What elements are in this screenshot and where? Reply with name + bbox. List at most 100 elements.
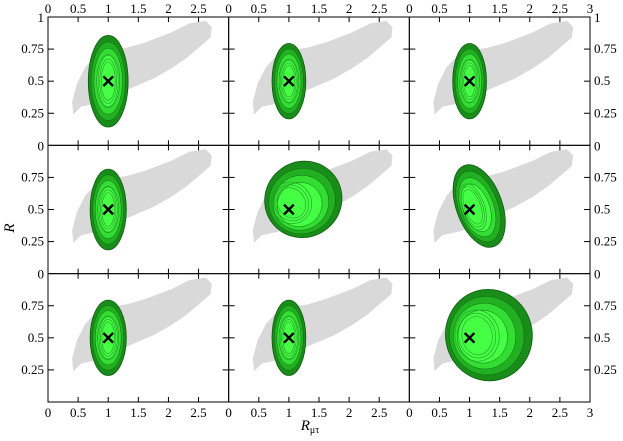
true-point-marker — [102, 203, 114, 216]
x-tick-label-bottom: 2.5 — [552, 405, 568, 420]
x-tick-label-bottom: 1 — [466, 405, 473, 420]
x-tick-label-top: 1.5 — [130, 1, 146, 16]
y-tick-label-right: 0.25 — [594, 234, 617, 249]
x-tick-label-top: 1 — [286, 1, 293, 16]
x-tick-label-bottom: 0.5 — [431, 405, 447, 420]
true-point-marker — [102, 75, 114, 87]
inner-contour-line-0 — [101, 321, 115, 354]
true-point-marker — [283, 203, 295, 216]
x-axis-label: Rμτ — [300, 418, 320, 436]
x-tick-label-bottom: 1.5 — [130, 405, 146, 420]
x-tick-label-bottom: 2 — [346, 405, 353, 420]
inner-contour-line-2 — [97, 55, 119, 108]
inner-contour-line-1 — [100, 318, 117, 357]
green-contour-3 — [277, 182, 323, 227]
y-tick-label-left-top: 1 — [38, 10, 45, 25]
x-tick-label-bottom: 1.5 — [311, 405, 327, 420]
inner-contour-line-0 — [101, 192, 115, 227]
inner-contour-line-2 — [98, 186, 118, 233]
y-tick-label-right: 0.75 — [594, 169, 617, 184]
y-tick-label-left: 0.75 — [21, 298, 44, 313]
true-point-marker — [102, 332, 114, 344]
y-tick-label-right: 0.25 — [594, 105, 617, 120]
inner-contour-line-2 — [279, 59, 298, 103]
x-tick-label-top: 0.5 — [431, 1, 447, 16]
true-point-marker — [283, 75, 295, 87]
inner-contour-line-1 — [273, 184, 310, 222]
y-tick-label-right: 0.75 — [594, 41, 617, 56]
inner-contour-line-2 — [279, 316, 298, 360]
y-tick-label-right: 0.5 — [594, 73, 610, 88]
y-tick-label-left: 0.25 — [21, 105, 44, 120]
x-tick-label-bottom: 0 — [45, 405, 52, 420]
x-tick-label-bottom: 0 — [225, 405, 232, 420]
inner-contour-line-0 — [282, 65, 296, 98]
true-point-marker — [463, 75, 476, 87]
x-tick-label-top: 1 — [466, 1, 473, 16]
panel-0-0 — [72, 20, 212, 128]
panel-0-1 — [252, 20, 393, 120]
panel-2-1 — [252, 277, 393, 376]
true-point-marker — [463, 203, 476, 216]
inner-contour-line-1 — [281, 318, 297, 357]
x-tick-label-bottom: 2.5 — [371, 405, 387, 420]
y-tick-label-left: 0.25 — [21, 362, 44, 377]
axis-layer: 0 0 0.5 0.5 1 1 1.5 1.5 2 2 2.5 2.5 0 0 0.5 0.5 1 1 1.5 1.5… — [21, 1, 617, 420]
x-tick-label-top: 0.5 — [251, 1, 267, 16]
panel-2-0 — [72, 277, 212, 376]
inner-contour-line-2 — [458, 183, 487, 231]
inner-contour-line-0 — [462, 189, 483, 225]
x-tick-label-top: 2 — [165, 1, 172, 16]
y-tick-label-right-top: 0 — [594, 138, 601, 153]
x-tick-label-top: 2 — [527, 1, 534, 16]
x-tick-label-top: 0 — [225, 1, 232, 16]
x-tick-label-bottom: 3 — [587, 405, 594, 420]
x-tick-label-top: 2.5 — [190, 1, 206, 16]
inner-contour-line-0 — [463, 65, 476, 98]
y-tick-label-left: 0.5 — [28, 330, 44, 345]
x-tick-label-bottom: 2 — [527, 405, 534, 420]
y-tick-label-left: 0.5 — [28, 73, 44, 88]
y-tick-label-left-top: 0 — [38, 138, 45, 153]
true-point-marker — [283, 332, 295, 344]
inner-contour-line-2 — [98, 316, 118, 360]
x-tick-label-bottom: 0 — [406, 405, 413, 420]
y-tick-label-left: 0.5 — [28, 202, 44, 217]
inner-contour-line-2 — [454, 309, 500, 362]
panel-0-2 — [433, 20, 574, 120]
inner-contour-line-1 — [99, 58, 117, 104]
inner-contour-line-0 — [461, 316, 493, 356]
panel-1-1 — [252, 149, 393, 243]
inner-contour-line-2 — [460, 59, 479, 103]
x-tick-label-bottom: 2 — [165, 405, 172, 420]
y-tick-label-left: 0.25 — [21, 234, 44, 249]
inner-contour-line-1 — [458, 313, 497, 359]
inner-contour-line-1 — [460, 186, 485, 228]
x-tick-label-top: 2.5 — [552, 1, 568, 16]
panels-layer — [47, 16, 591, 403]
inner-contour-line-0 — [100, 61, 116, 101]
x-tick-label-top: 2.5 — [371, 1, 387, 16]
x-tick-label-top: 1 — [105, 1, 112, 16]
x-tick-label-bottom: 2.5 — [190, 405, 206, 420]
inner-contour-line-1 — [281, 62, 297, 100]
y-tick-label-right-top: 0 — [594, 267, 601, 282]
y-tick-label-left: 0.75 — [21, 41, 44, 56]
y-tick-label-left: 0.75 — [21, 169, 44, 184]
x-tick-label-bottom: 0.5 — [251, 405, 267, 420]
x-tick-label-top: 3 — [587, 1, 594, 16]
x-axis-label-main: R — [300, 418, 310, 434]
x-tick-label-bottom: 1.5 — [492, 405, 508, 420]
inner-contour-line-2 — [270, 181, 313, 224]
inner-contour-line-0 — [282, 321, 296, 354]
y-tick-label-left-top: 0 — [38, 267, 45, 282]
panel-1-0 — [72, 149, 212, 251]
x-tick-label-top: 0 — [406, 1, 413, 16]
true-point-marker — [463, 332, 476, 344]
inner-contour-line-1 — [462, 62, 478, 100]
inner-contour-line-1 — [100, 189, 117, 230]
y-tick-label-right: 0.25 — [594, 362, 617, 377]
panel-1-2 — [433, 149, 574, 248]
x-axis-label-subscript: μτ — [310, 425, 319, 436]
